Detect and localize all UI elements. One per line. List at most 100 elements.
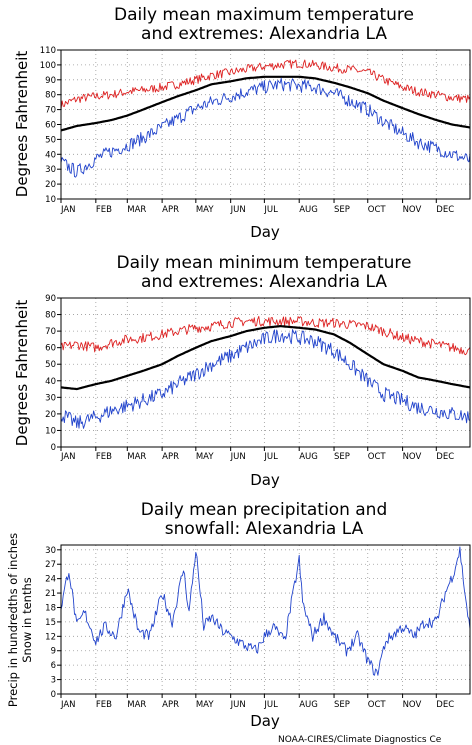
x-tick-label: NOV bbox=[403, 452, 422, 462]
x-tick-label: MAY bbox=[196, 205, 214, 215]
credit-text: NOAA-CIRES/Climate Diagnostics Ce bbox=[278, 735, 442, 745]
x-tick-label: FEB bbox=[96, 700, 112, 710]
plot-area: 0 3 6 9 12 15 18 21 24 27 30 JAN FEB MAR APR MAY JUN JUL A… bbox=[45, 544, 471, 710]
chart-precipitation: Daily mean precipitation and snowfall: A… bbox=[6, 500, 471, 730]
series-line-extreme-low bbox=[60, 329, 471, 429]
x-tick-label: DEC bbox=[436, 205, 454, 215]
y-tick-label: 15 bbox=[45, 618, 56, 628]
x-tick-label: SEP bbox=[334, 205, 350, 215]
series-line-extreme-high bbox=[60, 59, 471, 110]
plot-area: 0 10 20 30 40 50 60 70 80 90 JAN FEB MAR APR MAY JUN JUL… bbox=[45, 294, 471, 462]
y-tick-label: 10 bbox=[45, 426, 56, 436]
y-tick-label: 100 bbox=[40, 61, 56, 71]
plot-frame bbox=[60, 297, 471, 448]
x-tick-label: OCT bbox=[368, 452, 387, 462]
y-tick-label: 50 bbox=[45, 135, 56, 145]
y-axis-label-line-2: Snow in tenths bbox=[20, 577, 34, 663]
y-axis-label: Degrees Fahrenheit bbox=[13, 51, 31, 198]
x-tick-label: FEB bbox=[96, 205, 112, 215]
x-tick-label: JUL bbox=[263, 700, 278, 710]
series-line-extreme-high bbox=[60, 315, 471, 356]
y-tick-label: 3 bbox=[51, 676, 56, 686]
x-tick-label: AUG bbox=[299, 205, 318, 215]
x-tick-label: APR bbox=[162, 452, 179, 462]
plot-area: 10 20 30 40 50 60 70 80 90 100 110 JAN FEB MAR APR MAY J… bbox=[40, 46, 471, 215]
y-tick-label: 30 bbox=[45, 393, 56, 403]
x-axis-label: Day bbox=[250, 471, 280, 489]
plot-frame bbox=[60, 544, 471, 695]
y-tick-label: 50 bbox=[45, 360, 56, 370]
chart-title-line-1: Daily mean precipitation and bbox=[141, 500, 388, 520]
y-tick-label: 27 bbox=[45, 560, 56, 570]
y-tick-label: 20 bbox=[45, 410, 56, 420]
x-tick-label: JAN bbox=[60, 452, 76, 462]
chart-title-line-2: snowfall: Alexandria LA bbox=[165, 519, 364, 539]
y-tick-label: 6 bbox=[51, 661, 56, 671]
y-tick-label: 80 bbox=[45, 311, 56, 321]
chart-title-line-1: Daily mean minimum temperature bbox=[117, 253, 412, 273]
x-tick-label: NOV bbox=[403, 700, 422, 710]
chart-max-temperature: Daily mean maximum temperature and extre… bbox=[13, 5, 471, 241]
y-tick-label: 12 bbox=[45, 632, 56, 642]
series-line-extreme-low bbox=[60, 77, 471, 178]
x-tick-label: NOV bbox=[403, 205, 422, 215]
chart-title-line-1: Daily mean maximum temperature bbox=[114, 5, 414, 25]
y-tick-label: 24 bbox=[45, 575, 56, 585]
y-tick-label: 40 bbox=[45, 150, 56, 160]
x-tick-label: MAR bbox=[127, 700, 146, 710]
x-tick-label: FEB bbox=[96, 452, 112, 462]
x-tick-label: APR bbox=[162, 700, 179, 710]
y-tick-label: 40 bbox=[45, 377, 56, 387]
plot-background bbox=[61, 545, 470, 694]
x-tick-label: AUG bbox=[299, 452, 318, 462]
plot-background bbox=[61, 298, 470, 447]
y-tick-label: 90 bbox=[45, 76, 56, 86]
y-tick-label: 10 bbox=[45, 195, 56, 205]
plot-frame bbox=[60, 49, 471, 200]
y-tick-label: 30 bbox=[45, 546, 56, 556]
x-tick-label: OCT bbox=[368, 205, 387, 215]
x-tick-label: JUN bbox=[230, 700, 246, 710]
y-tick-label: 110 bbox=[40, 46, 56, 56]
x-tick-label: JUN bbox=[230, 205, 246, 215]
y-tick-label: 70 bbox=[45, 106, 56, 116]
x-tick-label: MAY bbox=[196, 452, 214, 462]
chart-min-temperature: Daily mean minimum temperature and extre… bbox=[13, 253, 471, 489]
y-tick-label: 80 bbox=[45, 91, 56, 101]
x-tick-label: JUN bbox=[230, 452, 246, 462]
x-tick-label: JAN bbox=[60, 700, 76, 710]
y-tick-label: 30 bbox=[45, 165, 56, 175]
y-tick-label: 90 bbox=[45, 294, 56, 304]
y-tick-label: 20 bbox=[45, 180, 56, 190]
x-tick-label: JUL bbox=[263, 205, 278, 215]
y-axis-label-line-1: Precip in hundredths of inches bbox=[6, 533, 20, 707]
x-tick-label: JAN bbox=[60, 205, 76, 215]
x-tick-label: AUG bbox=[299, 700, 318, 710]
y-tick-label: 0 bbox=[51, 443, 56, 453]
y-axis-label: Degrees Fahrenheit bbox=[13, 300, 31, 447]
y-tick-label: 18 bbox=[45, 603, 56, 613]
y-tick-label: 21 bbox=[45, 589, 56, 599]
chart-title-line-2: and extremes: Alexandria LA bbox=[141, 272, 387, 292]
y-tick-label: 70 bbox=[45, 327, 56, 337]
x-tick-label: MAR bbox=[127, 452, 146, 462]
x-axis-label: Day bbox=[250, 223, 280, 241]
x-tick-label: DEC bbox=[436, 452, 454, 462]
y-tick-label: 60 bbox=[45, 121, 56, 131]
x-tick-label: OCT bbox=[368, 700, 387, 710]
series-line-mean bbox=[60, 75, 471, 132]
chart-title-line-2: and extremes: Alexandria LA bbox=[141, 24, 387, 44]
x-axis-label: Day bbox=[250, 712, 280, 730]
x-tick-label: SEP bbox=[334, 452, 350, 462]
series-line-precip bbox=[60, 546, 471, 676]
series-line-mean bbox=[60, 325, 471, 391]
y-tick-label: 9 bbox=[51, 647, 56, 657]
x-tick-label: JUL bbox=[263, 452, 278, 462]
x-tick-label: APR bbox=[162, 205, 179, 215]
x-tick-label: SEP bbox=[334, 700, 350, 710]
y-tick-label: 0 bbox=[51, 690, 56, 700]
x-tick-label: MAY bbox=[196, 700, 214, 710]
x-tick-label: MAR bbox=[127, 205, 146, 215]
x-tick-label: DEC bbox=[436, 700, 454, 710]
